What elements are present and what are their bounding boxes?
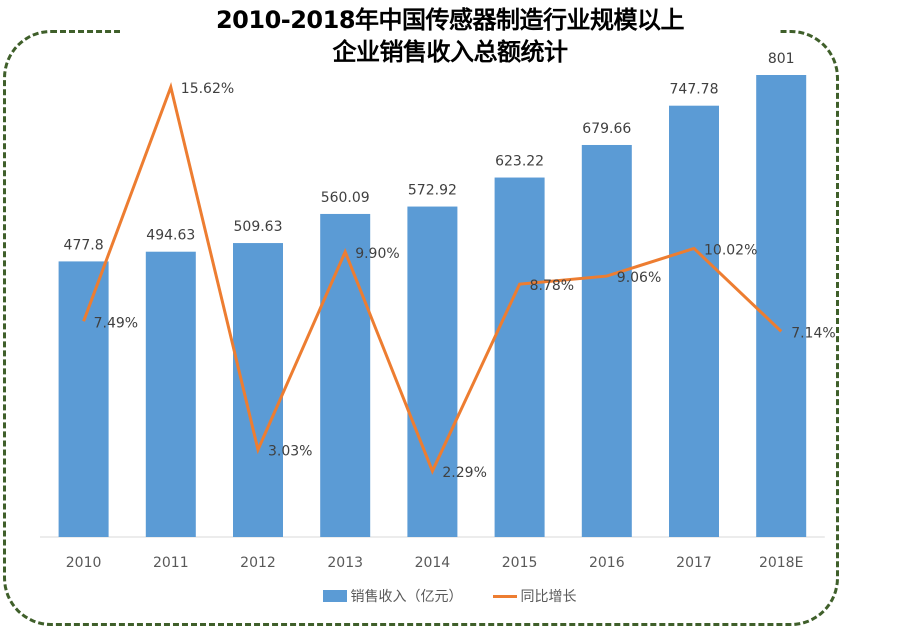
bar-2010 bbox=[58, 261, 109, 537]
title-line-2: 企业销售收入总额统计 bbox=[332, 38, 569, 66]
line-value-label: 10.02% bbox=[704, 242, 757, 258]
bar-value-label: 623.22 bbox=[495, 154, 544, 170]
bar-2014 bbox=[407, 206, 458, 537]
bar-2011 bbox=[145, 251, 196, 537]
growth-line bbox=[82, 82, 783, 475]
bar-value-label: 679.66 bbox=[582, 121, 631, 137]
bar-2018E bbox=[756, 75, 807, 537]
line-value-label: 2.29% bbox=[442, 465, 486, 481]
bar-value-label: 560.09 bbox=[321, 190, 370, 206]
line-value-label: 15.62% bbox=[181, 81, 234, 97]
line-value-label: 3.03% bbox=[268, 444, 312, 460]
line-swatch-icon bbox=[492, 594, 517, 598]
x-tick-label: 2014 bbox=[415, 555, 451, 571]
bar-value-label: 494.63 bbox=[146, 228, 195, 244]
bar-2012 bbox=[233, 243, 283, 538]
chart-legend: 销售收入（亿元） 同比增长 bbox=[0, 586, 899, 606]
x-tick-label: 2018E bbox=[759, 555, 803, 571]
line-value-label: 8.78% bbox=[530, 278, 574, 294]
line-value-label: 7.14% bbox=[791, 325, 835, 341]
x-tick-label: 2010 bbox=[66, 555, 102, 571]
legend-item-revenue: 销售收入（亿元） bbox=[322, 586, 463, 606]
bar-value-label: 747.78 bbox=[670, 82, 719, 98]
x-tick-label: 2012 bbox=[240, 555, 276, 571]
bar-value-label: 477.8 bbox=[64, 237, 104, 253]
title-line-1: 2010-2018年中国传感器制造行业规模以上 bbox=[215, 6, 685, 34]
line-value-label: 9.90% bbox=[355, 246, 399, 262]
bar-2015 bbox=[494, 177, 545, 537]
x-tick-label: 2017 bbox=[676, 555, 712, 571]
chart-title: 2010-2018年中国传感器制造行业规模以上 企业销售收入总额统计 bbox=[120, 4, 780, 68]
legend-label-growth: 同比增长 bbox=[520, 589, 577, 605]
bar-2016 bbox=[581, 144, 632, 537]
x-tick-label: 2016 bbox=[589, 555, 625, 571]
bar-value-label: 509.63 bbox=[234, 219, 283, 235]
bar-2013 bbox=[320, 213, 371, 537]
legend-label-revenue: 销售收入（亿元） bbox=[350, 589, 463, 605]
x-tick-label: 2015 bbox=[502, 555, 538, 571]
x-tick-label: 2011 bbox=[153, 555, 189, 571]
bar-value-label: 801 bbox=[768, 51, 795, 67]
bar-2017 bbox=[669, 105, 719, 538]
bar-value-label: 572.92 bbox=[408, 183, 457, 199]
x-tick-label: 2013 bbox=[327, 555, 363, 571]
line-value-label: 9.06% bbox=[617, 270, 661, 286]
line-value-label: 7.49% bbox=[94, 315, 138, 331]
bar-swatch-icon bbox=[322, 590, 347, 602]
legend-item-growth: 同比增长 bbox=[492, 586, 577, 606]
